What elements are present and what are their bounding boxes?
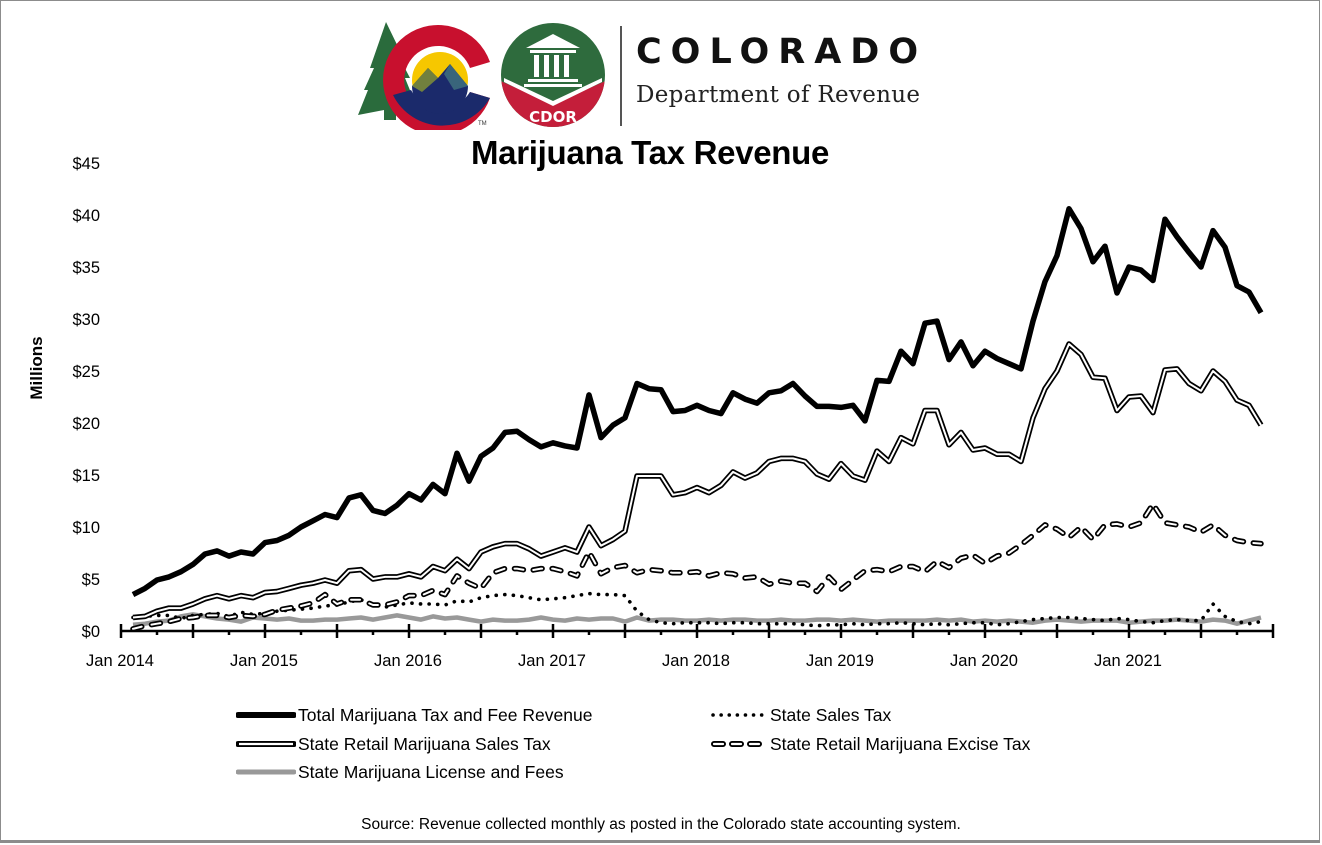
series-state-marijuana-license-and-fees — [132, 612, 1262, 628]
series-line — [131, 206, 1264, 598]
cdor-capitol-logo-icon: CDOR — [501, 23, 605, 127]
y-tick-label: $35 — [72, 259, 100, 277]
legend-swatch-dashed-outline — [711, 741, 768, 747]
cdor-badge: CDOR — [529, 108, 577, 126]
x-axis-labels: Jan 2014 Jan 2015 Jan 2016 Jan 2017 Jan 2018… — [86, 652, 1162, 670]
legend-label: State Retail Marijuana Excise Tax — [770, 733, 1031, 754]
series-state-retail-marijuana-sales-tax — [132, 341, 1264, 621]
x-axis — [119, 624, 1275, 638]
y-tick-label: $30 — [72, 311, 100, 329]
legend-swatch-gray — [236, 769, 296, 775]
legend-label: Total Marijuana Tax and Fee Revenue — [298, 704, 593, 725]
x-tick-label: Jan 2021 — [1094, 652, 1162, 670]
x-tick-label: Jan 2014 — [86, 652, 154, 670]
legend-label: State Marijuana License and Fees — [298, 761, 564, 782]
y-tick-label: $15 — [72, 467, 100, 485]
x-tick-label: Jan 2020 — [950, 652, 1018, 670]
series-layer — [130, 206, 1264, 632]
y-tick-label: $45 — [72, 155, 100, 173]
x-tick-label: Jan 2017 — [518, 652, 586, 670]
legend-item-license-fees: State Marijuana License and Fees — [236, 760, 564, 784]
y-axis-labels: $0 $5 $10 $15 $20 $25 $30 $35 $40 $45 — [72, 155, 100, 641]
legend-item-state-sales-tax: State Sales Tax — [708, 703, 891, 727]
legend-swatch-dotted — [711, 713, 768, 717]
colorado-dor-logo: TM CDOR COLORADO Department of Revenue — [358, 20, 968, 130]
x-tick-label: Jan 2016 — [374, 652, 442, 670]
chart-title: Marijuana Tax Revenue — [470, 134, 830, 171]
series-state-sales-tax — [131, 591, 1263, 628]
x-tick-label: Jan 2019 — [806, 652, 874, 670]
legend-item-excise-tax: State Retail Marijuana Excise Tax — [708, 732, 1030, 756]
series-line-inner — [132, 343, 1262, 619]
colorado-c-logo-icon: TM — [358, 22, 490, 130]
series-total-marijuana-tax-and-fee-revenue — [131, 206, 1264, 598]
legend-item-total: Total Marijuana Tax and Fee Revenue — [236, 703, 592, 727]
legend-label: State Sales Tax — [770, 704, 892, 725]
series-state-retail-marijuana-excise-tax — [130, 501, 1264, 632]
y-axis-title: Millions — [27, 336, 46, 399]
brand-subtitle: Department of Revenue — [636, 82, 921, 108]
y-tick-label: $40 — [72, 207, 100, 225]
logo-divider — [620, 26, 622, 126]
series-line — [132, 341, 1264, 621]
tm-mark: TM — [478, 121, 487, 127]
source-note: Source: Revenue collected monthly as pos… — [361, 816, 961, 833]
legend-swatch-thick-black — [236, 712, 296, 718]
y-tick-label: $10 — [72, 519, 100, 537]
brand-text: COLORADO Department of Revenue — [636, 32, 927, 108]
legend-item-retail-sales-tax: State Retail Marijuana Sales Tax — [236, 732, 551, 756]
legend-label: State Retail Marijuana Sales Tax — [298, 733, 551, 754]
y-tick-label: $20 — [72, 415, 100, 433]
line-chart: $0 $5 $10 $15 $20 $25 $30 $35 $40 $45 Millions Ja… — [27, 155, 1275, 670]
legend-swatch-double-line — [236, 741, 296, 747]
x-tick-label: Jan 2018 — [662, 652, 730, 670]
y-tick-label: $0 — [82, 623, 100, 641]
y-tick-label: $5 — [82, 571, 100, 589]
x-tick-label: Jan 2015 — [230, 652, 298, 670]
brand-name: COLORADO — [636, 32, 928, 72]
capitol-roof-icon — [526, 34, 580, 48]
series-line-inner — [132, 503, 1262, 630]
series-line — [131, 591, 1263, 628]
y-tick-label: $25 — [72, 363, 100, 381]
series-line — [132, 612, 1262, 628]
